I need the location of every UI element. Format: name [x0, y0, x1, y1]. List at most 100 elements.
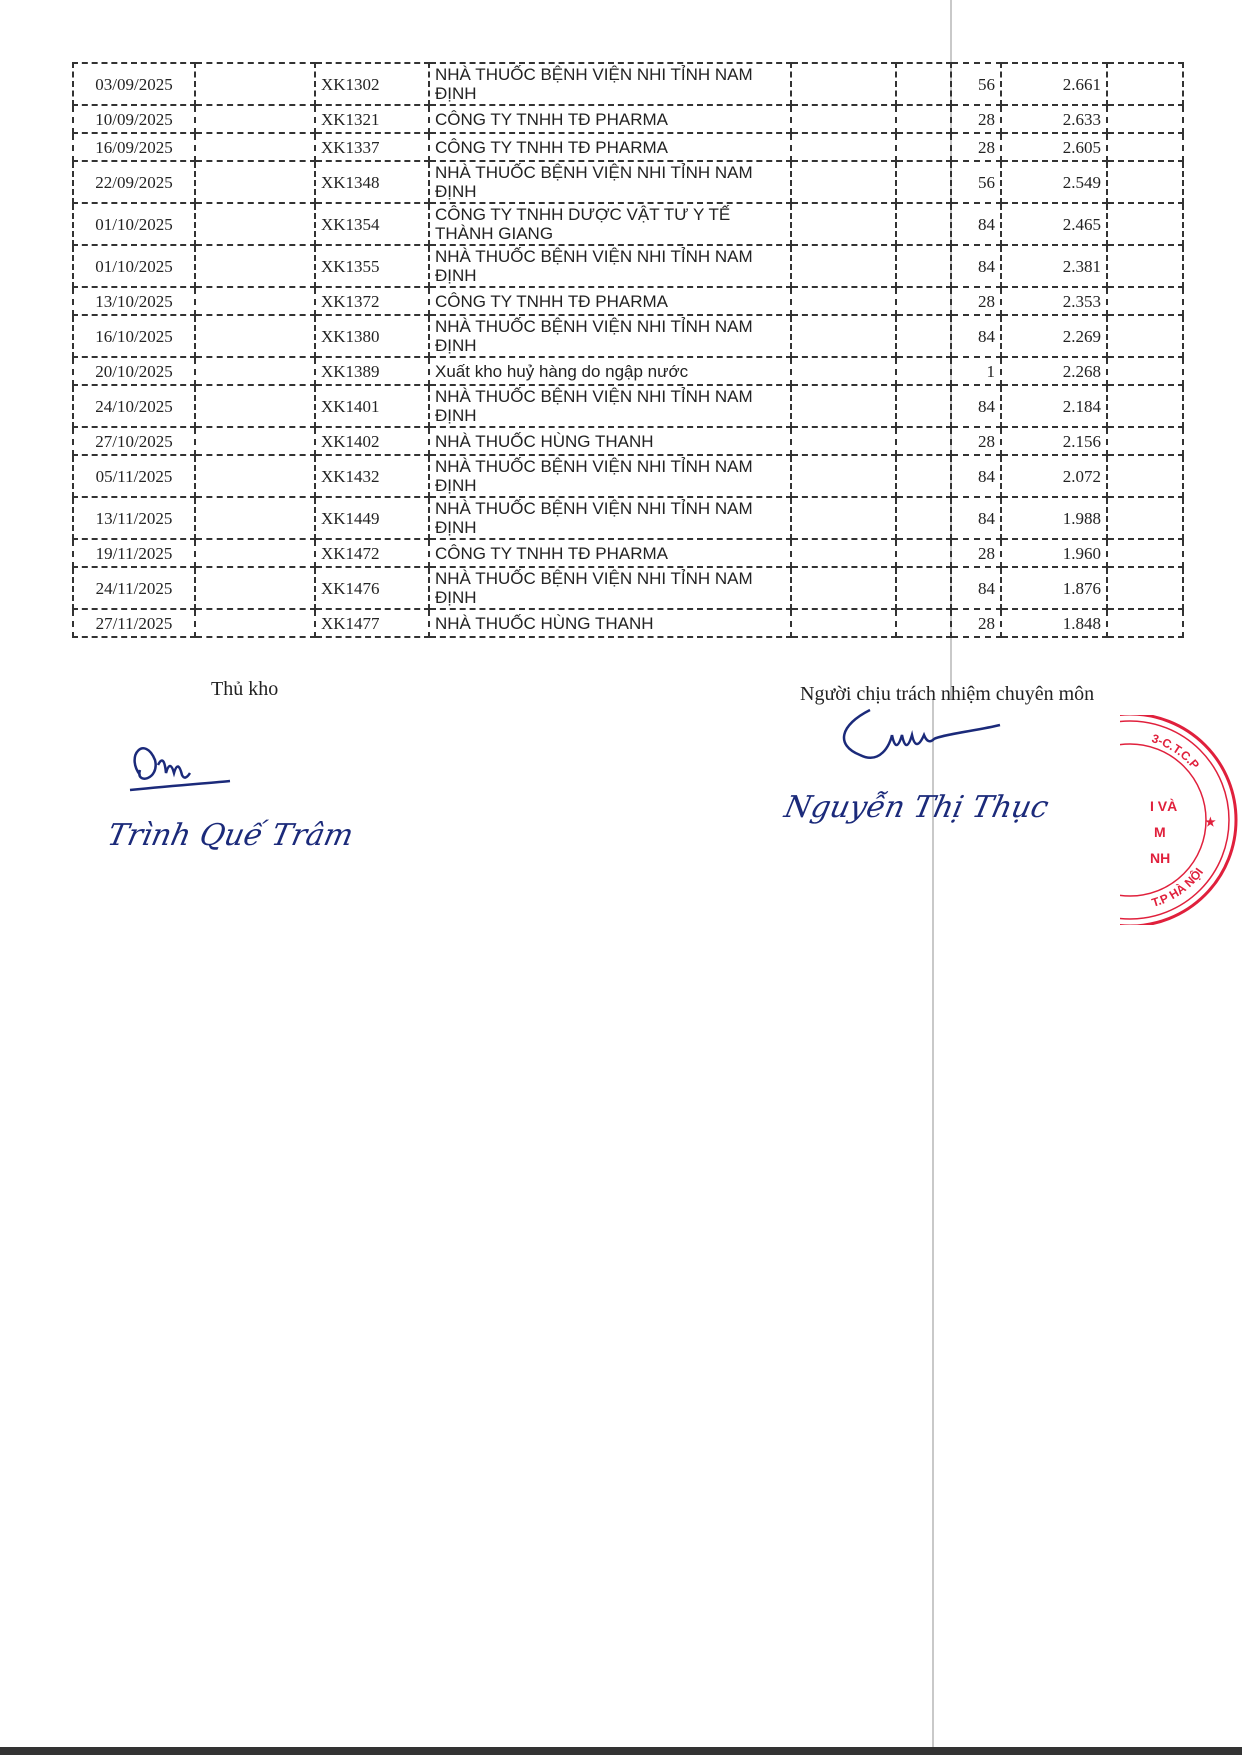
cell-blank: [790, 608, 897, 638]
cell-blank: [790, 454, 897, 498]
cell-balance: 1.848: [1000, 608, 1108, 638]
cell-blank: [194, 314, 316, 358]
cell-blank: [790, 286, 897, 316]
stamp-line: I VÀ: [1150, 798, 1177, 814]
cell-blank: [895, 286, 952, 316]
cell-quantity: 28: [950, 608, 1002, 638]
cell-description: NHÀ THUỐC HÙNG THANH: [428, 426, 792, 456]
cell-balance: 2.269: [1000, 314, 1108, 358]
cell-blank: [790, 384, 897, 428]
cell-blank: [895, 454, 952, 498]
cell-date: 13/11/2025: [72, 496, 196, 540]
table-row: 13/11/2025 XK1449 NHÀ THUỐC BỆNH VIỆN NHI …: [72, 496, 1184, 540]
cell-balance: 1.960: [1000, 538, 1108, 568]
cell-blank: [194, 538, 316, 568]
cell-quantity: 84: [950, 202, 1002, 246]
cell-date: 20/10/2025: [72, 356, 196, 386]
table-row: 27/10/2025 XK1402 NHÀ THUỐC HÙNG THANH 28 2.…: [72, 426, 1184, 456]
cell-quantity: 84: [950, 566, 1002, 610]
cell-voucher: XK1321: [314, 104, 430, 134]
stamp-star-icon: ★: [1205, 815, 1216, 829]
cell-blank: [895, 160, 952, 204]
cell-blank: [895, 62, 952, 106]
storekeeper-signature: [129, 747, 231, 792]
cell-date: 01/10/2025: [72, 202, 196, 246]
cell-description: NHÀ THUỐC BỆNH VIỆN NHI TỈNH NAM ĐỊNH: [428, 160, 792, 204]
cell-voucher: XK1337: [314, 132, 430, 162]
cell-blank: [895, 132, 952, 162]
cell-quantity: 1: [950, 356, 1002, 386]
cell-blank: [1106, 160, 1184, 204]
cell-blank: [895, 566, 952, 610]
cell-quantity: 84: [950, 496, 1002, 540]
cell-blank: [194, 62, 316, 106]
cell-date: 10/09/2025: [72, 104, 196, 134]
cell-date: 16/09/2025: [72, 132, 196, 162]
cell-blank: [1106, 608, 1184, 638]
cell-blank: [194, 132, 316, 162]
cell-date: 24/11/2025: [72, 566, 196, 610]
cell-balance: 2.184: [1000, 384, 1108, 428]
cell-description: NHÀ THUỐC BỆNH VIỆN NHI TỈNH NAM ĐỊNH: [428, 496, 792, 540]
cell-balance: 2.156: [1000, 426, 1108, 456]
table-row: 24/11/2025 XK1476 NHÀ THUỐC BỆNH VIỆN NHI …: [72, 566, 1184, 610]
cell-description: NHÀ THUỐC BỆNH VIỆN NHI TỈNH NAM ĐỊNH: [428, 454, 792, 498]
table-row: 20/10/2025 XK1389 Xuất kho huỷ hàng do ngậ…: [72, 356, 1184, 386]
pharmacist-name: Nguyễn Thị Thục: [781, 790, 1052, 825]
stock-ledger-table: 03/09/2025 XK1302 NHÀ THUỐC BỆNH VIỆN NHI …: [72, 62, 1184, 638]
cell-blank: [1106, 566, 1184, 610]
cell-blank: [194, 426, 316, 456]
scan-edge: [0, 1747, 1242, 1755]
cell-blank: [895, 104, 952, 134]
cell-description: Xuất kho huỷ hàng do ngập nước: [428, 356, 792, 386]
cell-blank: [1106, 202, 1184, 246]
scan-artifact-line: [932, 700, 934, 1755]
cell-date: 13/10/2025: [72, 286, 196, 316]
cell-blank: [194, 496, 316, 540]
cell-balance: 2.465: [1000, 202, 1108, 246]
cell-blank: [895, 384, 952, 428]
cell-blank: [895, 538, 952, 568]
cell-quantity: 28: [950, 132, 1002, 162]
cell-date: 19/11/2025: [72, 538, 196, 568]
cell-blank: [1106, 356, 1184, 386]
cell-description: NHÀ THUỐC BỆNH VIỆN NHI TỈNH NAM ĐỊNH: [428, 244, 792, 288]
cell-description: NHÀ THUỐC HÙNG THANH: [428, 608, 792, 638]
cell-blank: [1106, 538, 1184, 568]
cell-blank: [790, 62, 897, 106]
cell-blank: [790, 202, 897, 246]
cell-blank: [1106, 62, 1184, 106]
cell-voucher: XK1402: [314, 426, 430, 456]
cell-balance: 2.268: [1000, 356, 1108, 386]
storekeeper-name: Trình Quế Trâm: [104, 818, 357, 853]
cell-blank: [1106, 286, 1184, 316]
cell-quantity: 84: [950, 384, 1002, 428]
cell-blank: [895, 314, 952, 358]
cell-voucher: XK1472: [314, 538, 430, 568]
cell-voucher: XK1354: [314, 202, 430, 246]
cell-quantity: 84: [950, 314, 1002, 358]
table-row: 27/11/2025 XK1477 NHÀ THUỐC HÙNG THANH 28 1.…: [72, 608, 1184, 638]
table-row: 16/09/2025 XK1337 CÔNG TY TNHH TĐ PHARMA 28…: [72, 132, 1184, 162]
cell-blank: [895, 608, 952, 638]
cell-blank: [1106, 104, 1184, 134]
cell-quantity: 56: [950, 160, 1002, 204]
cell-quantity: 28: [950, 538, 1002, 568]
cell-description: NHÀ THUỐC BỆNH VIỆN NHI TỈNH NAM ĐỊNH: [428, 384, 792, 428]
cell-date: 03/09/2025: [72, 62, 196, 106]
cell-voucher: XK1348: [314, 160, 430, 204]
cell-balance: 2.072: [1000, 454, 1108, 498]
cell-blank: [790, 132, 897, 162]
cell-voucher: XK1477: [314, 608, 430, 638]
cell-blank: [790, 496, 897, 540]
cell-blank: [790, 538, 897, 568]
cell-description: CÔNG TY TNHH TĐ PHARMA: [428, 538, 792, 568]
cell-balance: 2.661: [1000, 62, 1108, 106]
cell-blank: [194, 202, 316, 246]
table-row: 05/11/2025 XK1432 NHÀ THUỐC BỆNH VIỆN NHI …: [72, 454, 1184, 498]
cell-quantity: 84: [950, 454, 1002, 498]
cell-description: NHÀ THUỐC BỆNH VIỆN NHI TỈNH NAM ĐỊNH: [428, 566, 792, 610]
table-row: 22/09/2025 XK1348 NHÀ THUỐC BỆNH VIỆN NHI …: [72, 160, 1184, 204]
cell-date: 01/10/2025: [72, 244, 196, 288]
storekeeper-label: Thủ kho: [211, 678, 279, 700]
